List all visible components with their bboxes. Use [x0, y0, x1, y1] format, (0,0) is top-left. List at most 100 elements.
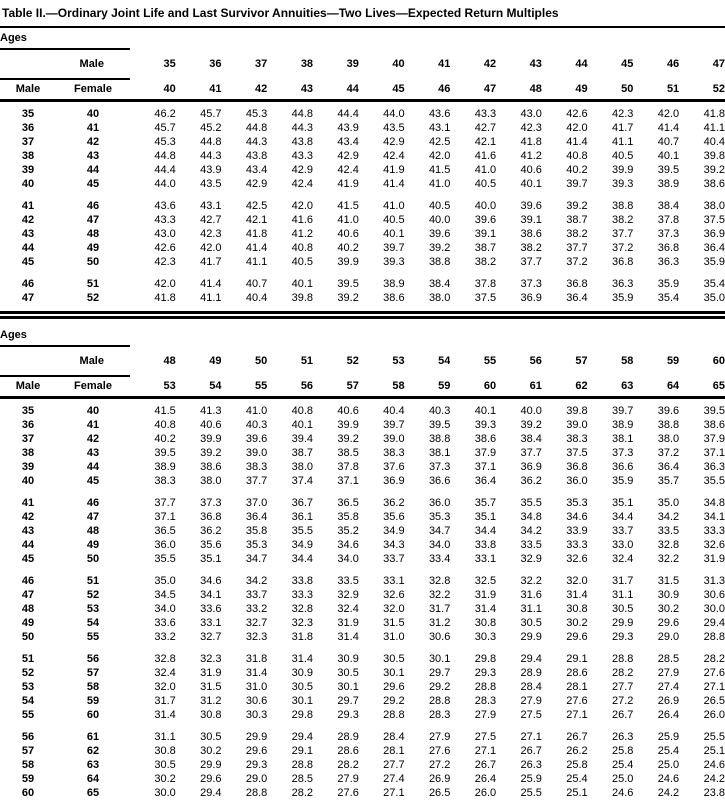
female-age-cell: 62	[86, 744, 100, 757]
multiple-cell: 28.8	[245, 786, 268, 799]
multiple-cell: 36.9	[703, 227, 725, 240]
multiple-cell: 30.9	[291, 666, 314, 679]
multiple-cell: 40.0	[520, 404, 542, 417]
multiple-cell: 35.0	[703, 291, 725, 304]
multiple-cell: 41.8	[520, 135, 542, 148]
multiple-cell: 37.1	[703, 446, 725, 459]
multiple-cell: 41.4	[245, 241, 268, 254]
multiple-cell: 29.1	[566, 652, 588, 665]
multiple-cell: 29.8	[474, 652, 497, 665]
multiple-cell: 34.1	[703, 510, 725, 523]
multiple-cell: 34.2	[245, 574, 268, 587]
multiple-cell: 39.6	[657, 404, 680, 417]
male-age-cell: 50	[21, 630, 35, 643]
multiple-cell: 37.7	[154, 496, 176, 509]
multiple-cell: 41.4	[200, 277, 222, 290]
table-row: 36 41 40.8 40.6 40.3 40.1 39.9 39.7 39.5 39.3 39.2…	[0, 418, 725, 432]
multiple-cell: 37.3	[200, 496, 222, 509]
gap-cell	[0, 269, 725, 277]
multiple-cell: 35.9	[612, 474, 634, 487]
multiple-cell: 32.3	[245, 630, 268, 643]
gap-cell	[0, 488, 725, 496]
multiple-cell: 35.1	[612, 496, 634, 509]
multiple-cell: 38.8	[657, 418, 680, 431]
male-age-cell: 44	[21, 241, 35, 254]
multiple-cell: 30.1	[337, 680, 359, 693]
female-age-cell: 49	[86, 241, 100, 254]
multiple-cell: 36.0	[428, 496, 451, 509]
multiple-cell: 37.7	[566, 241, 588, 254]
male-age-cell: 55	[21, 708, 35, 721]
female-age-cell: 49	[86, 538, 100, 551]
multiple-cell: 35.3	[428, 510, 451, 523]
multiple-cell: 32.8	[154, 652, 176, 665]
multiple-cell: 39.3	[383, 255, 405, 268]
multiple-cell: 42.5	[245, 199, 268, 212]
multiple-cell: 43.9	[337, 121, 359, 134]
multiple-cell: 39.2	[337, 291, 359, 304]
multiple-cell: 32.0	[154, 680, 176, 693]
multiple-cell: 31.4	[245, 666, 268, 679]
male-ages-header-row: Male 35 36 37 38 39 40 41 42 43 44 45 46 47	[0, 49, 725, 80]
multiple-cell: 31.4	[154, 708, 176, 721]
multiple-cell: 30.6	[245, 694, 268, 707]
female-age-cell: 56	[86, 652, 100, 665]
multiple-cell: 42.0	[657, 107, 680, 120]
multiple-cell: 27.6	[566, 694, 588, 707]
multiple-cell: 45.3	[245, 107, 268, 120]
multiple-cell: 34.0	[428, 538, 451, 551]
female-age-header: 43	[267, 79, 314, 102]
multiple-cell: 39.6	[474, 213, 497, 226]
multiple-cell: 27.5	[520, 708, 542, 721]
multiple-cell: 41.8	[703, 107, 725, 120]
multiple-cell: 38.4	[520, 432, 542, 445]
multiple-cell: 39.8	[566, 404, 588, 417]
multiple-cell: 36.4	[566, 291, 588, 304]
multiple-cell: 29.3	[612, 630, 634, 643]
multiple-cell: 37.0	[245, 496, 268, 509]
multiple-cell: 26.7	[474, 758, 497, 771]
multiple-cell: 28.3	[428, 708, 451, 721]
multiple-cell: 40.4	[383, 404, 405, 417]
female-age-header: 62	[541, 376, 588, 399]
multiple-cell: 30.6	[428, 630, 451, 643]
multiple-cell: 31.7	[612, 574, 634, 587]
female-age-cell: 41	[86, 121, 100, 134]
female-age-header: 46	[404, 79, 451, 102]
multiple-cell: 41.2	[520, 149, 542, 162]
multiple-cell: 41.3	[200, 404, 222, 417]
multiple-cell: 37.7	[245, 474, 268, 487]
multiple-cell: 29.9	[520, 630, 542, 643]
multiple-cell: 35.5	[703, 474, 725, 487]
multiple-cell: 36.8	[566, 460, 588, 473]
multiple-cell: 40.4	[245, 291, 268, 304]
multiple-cell: 25.0	[612, 772, 634, 785]
female-age-header: 58	[358, 376, 405, 399]
multiple-cell: 35.1	[200, 552, 222, 565]
multiple-cell: 32.6	[566, 552, 588, 565]
multiple-cell: 38.6	[703, 418, 725, 431]
male-age-cell: 54	[21, 694, 35, 707]
multiple-cell: 39.8	[703, 149, 725, 162]
header-spacer	[130, 325, 725, 346]
multiple-cell: 43.0	[154, 227, 176, 240]
multiple-cell: 32.0	[566, 574, 588, 587]
multiple-cell: 37.6	[383, 460, 405, 473]
multiple-cell: 31.3	[703, 574, 725, 587]
female-age-header: 56	[267, 376, 314, 399]
male-age-header: 54	[438, 354, 451, 367]
multiple-cell: 37.3	[520, 277, 542, 290]
double-rule-divider	[0, 311, 725, 319]
gap-cell	[0, 191, 725, 199]
multiple-cell: 31.0	[245, 680, 268, 693]
multiple-cell: 28.8	[291, 758, 314, 771]
multiple-cell: 30.2	[566, 616, 588, 629]
multiple-cell: 33.5	[657, 524, 680, 537]
male-age-header: 53	[392, 354, 405, 367]
multiple-cell: 40.6	[337, 404, 359, 417]
multiple-cell: 40.0	[428, 213, 451, 226]
female-age-header: 59	[404, 376, 451, 399]
tables-container: Ages Male 35 36 37 38 39 40 41 42 43 44 45 46 47 Male Fe…	[0, 28, 725, 800]
multiple-cell: 27.4	[383, 772, 405, 785]
table-row: 42 47 37.1 36.8 36.4 36.1 35.8 35.6 35.3 35.1 34.8…	[0, 510, 725, 524]
